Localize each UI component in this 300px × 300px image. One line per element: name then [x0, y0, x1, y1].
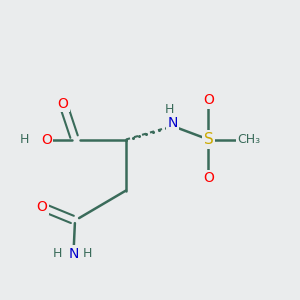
Text: H: H	[20, 133, 29, 146]
Text: S: S	[204, 132, 213, 147]
Text: O: O	[203, 94, 214, 107]
Text: O: O	[58, 97, 68, 110]
Text: O: O	[37, 200, 47, 214]
Text: CH₃: CH₃	[237, 133, 261, 146]
Text: H: H	[83, 247, 93, 260]
Text: O: O	[203, 172, 214, 185]
Text: O: O	[41, 133, 52, 146]
Text: H: H	[53, 247, 63, 260]
Text: N: N	[68, 247, 79, 260]
Text: H: H	[165, 103, 174, 116]
Text: N: N	[167, 116, 178, 130]
